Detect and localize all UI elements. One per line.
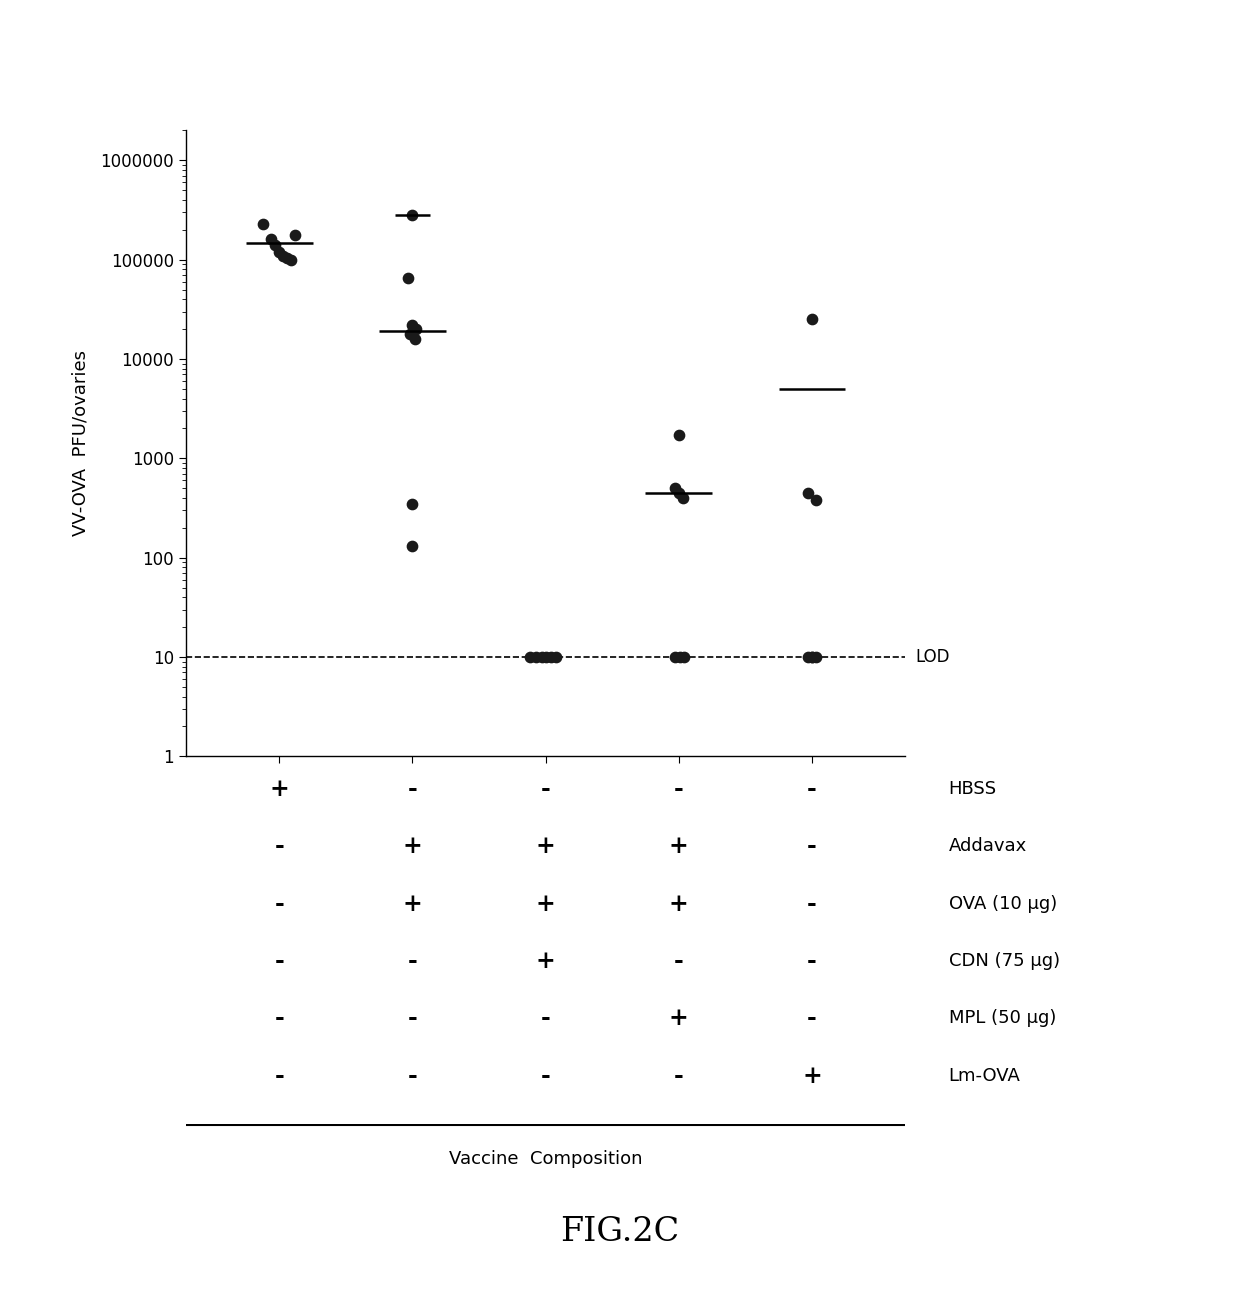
Text: +: + [403, 892, 423, 915]
Text: +: + [536, 892, 556, 915]
Text: -: - [274, 835, 284, 858]
Text: -: - [274, 1064, 284, 1088]
Text: -: - [673, 1064, 683, 1088]
Point [253, 214, 273, 235]
Text: -: - [408, 777, 418, 801]
Point [407, 318, 427, 339]
Text: LOD: LOD [916, 648, 950, 666]
Text: CDN (75 μg): CDN (75 μg) [949, 952, 1060, 970]
Text: -: - [541, 1064, 551, 1088]
Point [668, 482, 688, 503]
Text: +: + [536, 835, 556, 858]
Point [670, 647, 689, 668]
Point [532, 647, 552, 668]
Point [398, 267, 418, 288]
Text: +: + [403, 835, 423, 858]
Text: Addavax: Addavax [949, 837, 1027, 855]
Text: -: - [807, 777, 817, 801]
Point [403, 493, 423, 514]
Text: -: - [541, 777, 551, 801]
Text: -: - [541, 1007, 551, 1030]
Text: +: + [802, 1064, 822, 1088]
Point [673, 488, 693, 509]
Text: -: - [408, 949, 418, 973]
Text: +: + [536, 949, 556, 973]
Point [520, 647, 539, 668]
Text: FIG.2C: FIG.2C [560, 1217, 680, 1248]
Point [806, 489, 826, 510]
Text: -: - [673, 777, 683, 801]
Text: -: - [274, 949, 284, 973]
Text: Vaccine  Composition: Vaccine Composition [449, 1150, 642, 1168]
Point [802, 309, 822, 330]
Point [269, 241, 289, 262]
Point [403, 205, 423, 226]
Point [547, 647, 567, 668]
Text: -: - [673, 949, 683, 973]
Point [403, 536, 423, 557]
Point [802, 647, 822, 668]
Point [536, 647, 556, 668]
Point [799, 482, 818, 503]
Point [265, 235, 285, 256]
Point [675, 647, 694, 668]
Text: HBSS: HBSS [949, 780, 997, 798]
Text: MPL (50 μg): MPL (50 μg) [949, 1009, 1056, 1028]
Point [285, 226, 305, 246]
Point [665, 477, 684, 498]
Text: -: - [408, 1064, 418, 1088]
Point [262, 230, 281, 250]
Text: +: + [269, 777, 289, 801]
Point [281, 249, 301, 270]
Text: -: - [274, 892, 284, 915]
Point [405, 329, 425, 349]
Point [399, 323, 419, 344]
Text: +: + [668, 835, 688, 858]
Point [278, 246, 298, 267]
Point [541, 647, 560, 668]
Text: -: - [807, 892, 817, 915]
Point [668, 425, 688, 446]
Text: OVA (10 μg): OVA (10 μg) [949, 895, 1056, 913]
Point [806, 647, 826, 668]
Point [799, 647, 818, 668]
Text: +: + [668, 892, 688, 915]
Point [665, 647, 684, 668]
Text: -: - [274, 1007, 284, 1030]
Text: -: - [807, 1007, 817, 1030]
Point [403, 314, 423, 335]
Point [802, 647, 822, 668]
Text: -: - [408, 1007, 418, 1030]
Text: Lm-OVA: Lm-OVA [949, 1067, 1021, 1085]
Text: -: - [807, 835, 817, 858]
Y-axis label: VV-OVA  PFU/ovaries: VV-OVA PFU/ovaries [72, 351, 89, 536]
Point [526, 647, 546, 668]
Text: +: + [668, 1007, 688, 1030]
Text: -: - [807, 949, 817, 973]
Point [273, 245, 293, 266]
